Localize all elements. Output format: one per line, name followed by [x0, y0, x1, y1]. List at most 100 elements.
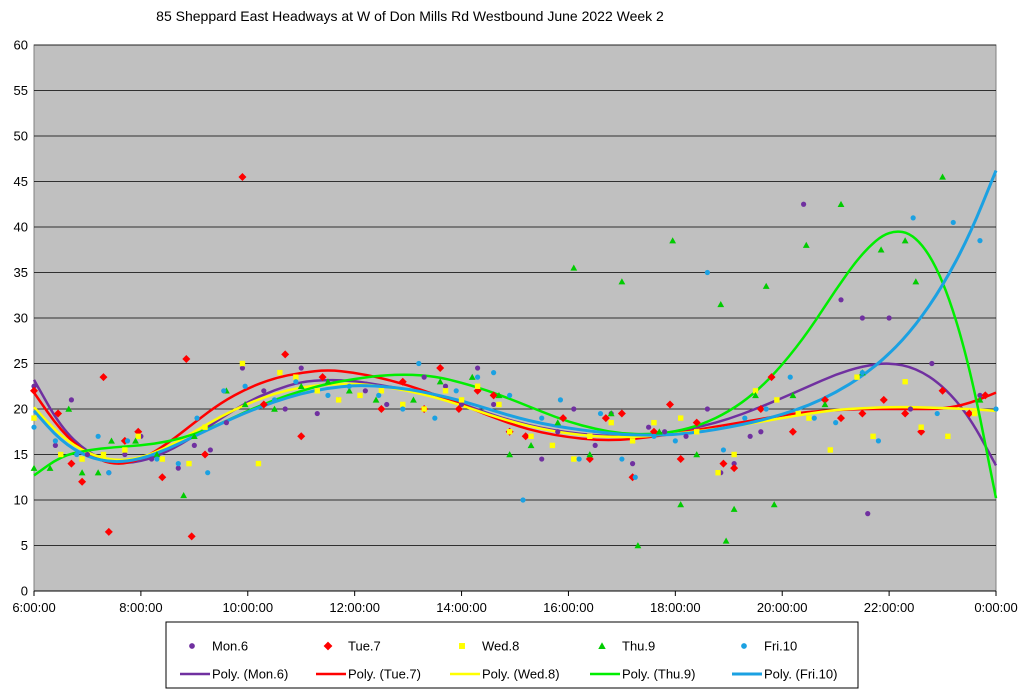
- data-point: [875, 438, 882, 444]
- data-point: [877, 246, 885, 253]
- y-tick-label: 60: [14, 38, 28, 53]
- data-point: [190, 432, 198, 440]
- y-tick-label: 5: [21, 538, 28, 553]
- data-point: [207, 447, 213, 453]
- data-point: [731, 451, 737, 458]
- data-point: [282, 406, 288, 412]
- data-point: [854, 374, 860, 380]
- data-point: [570, 264, 578, 271]
- trendlines: [32, 170, 998, 499]
- scatter-series-2: [31, 360, 978, 476]
- data-point: [100, 451, 107, 458]
- data-point: [314, 410, 320, 417]
- y-tick-label: 30: [14, 311, 28, 326]
- data-point: [106, 470, 112, 476]
- data-point: [629, 438, 636, 444]
- data-point: [827, 447, 834, 453]
- data-point: [52, 438, 58, 444]
- data-point: [770, 501, 778, 508]
- data-point: [261, 388, 267, 394]
- data-point: [806, 415, 812, 421]
- data-point: [651, 433, 657, 439]
- data-point: [528, 433, 534, 439]
- data-point: [46, 464, 54, 471]
- data-point: [242, 383, 248, 389]
- legend-entry: Poly. (Mon.6): [180, 667, 288, 682]
- data-point: [521, 432, 530, 441]
- data-point: [135, 433, 141, 439]
- data-point: [496, 401, 502, 408]
- data-point: [442, 388, 449, 394]
- data-point: [976, 396, 984, 403]
- data-point: [649, 427, 658, 436]
- legend-label: Poly. (Mon.6): [212, 667, 288, 682]
- data-point: [795, 410, 801, 417]
- data-point: [601, 414, 610, 423]
- data-point: [325, 392, 331, 398]
- data-point: [694, 429, 700, 435]
- trendline-series-8: [33, 230, 998, 499]
- data-point: [730, 464, 739, 473]
- data-point: [655, 428, 663, 435]
- data-point: [559, 414, 568, 423]
- data-point: [297, 382, 305, 389]
- data-point: [474, 374, 481, 380]
- data-point: [731, 461, 737, 467]
- data-point: [78, 469, 86, 476]
- legend-label: Fri.10: [764, 639, 797, 654]
- data-point: [715, 470, 721, 476]
- data-point: [571, 456, 577, 462]
- data-point: [918, 424, 924, 430]
- data-point: [293, 374, 299, 380]
- data-point: [436, 378, 444, 385]
- data-point: [54, 409, 63, 418]
- data-point: [377, 405, 386, 413]
- legend-marker-swatch: [598, 642, 606, 649]
- data-point: [52, 442, 58, 448]
- data-point: [153, 451, 161, 458]
- data-point: [934, 410, 940, 417]
- legend-entry: Poly. (Fri.10): [732, 667, 837, 682]
- data-point: [576, 456, 582, 462]
- legend-entry: Poly. (Tue.7): [316, 667, 421, 682]
- data-point: [752, 388, 759, 394]
- y-axis: 0 5 10 15 20 25 30 35 40 45 50 55 60: [14, 38, 28, 599]
- data-point: [400, 406, 406, 412]
- data-point: [298, 365, 304, 371]
- y-tick-label: 45: [14, 174, 28, 189]
- data-point: [838, 297, 844, 303]
- data-point: [132, 437, 139, 444]
- data-point: [94, 469, 102, 476]
- data-point: [458, 397, 465, 403]
- data-point: [506, 451, 514, 458]
- data-point: [820, 395, 829, 404]
- data-point: [789, 391, 797, 399]
- data-point: [539, 456, 545, 462]
- legend: [165, 621, 859, 689]
- data-point: [324, 378, 332, 385]
- data-point: [122, 451, 128, 458]
- data-point: [763, 406, 769, 412]
- data-point: [520, 497, 526, 503]
- data-point: [384, 401, 390, 408]
- data-point: [372, 396, 380, 403]
- data-point: [175, 461, 181, 467]
- data-point: [632, 474, 638, 480]
- data-point: [241, 401, 249, 408]
- data-point: [67, 459, 76, 468]
- data-point: [159, 456, 165, 462]
- x-tick-label: 0:00:00: [974, 600, 1017, 615]
- legend-label: Poly. (Fri.10): [764, 667, 837, 682]
- data-point: [442, 383, 449, 389]
- data-point: [617, 409, 626, 418]
- data-point: [752, 391, 759, 399]
- data-point: [950, 219, 956, 226]
- data-point: [730, 505, 738, 512]
- y-tick-label: 40: [14, 220, 28, 235]
- data-point: [945, 433, 951, 439]
- data-point: [837, 200, 845, 207]
- y-tick-label: 0: [21, 584, 28, 599]
- data-point: [281, 350, 290, 359]
- data-point: [376, 392, 382, 398]
